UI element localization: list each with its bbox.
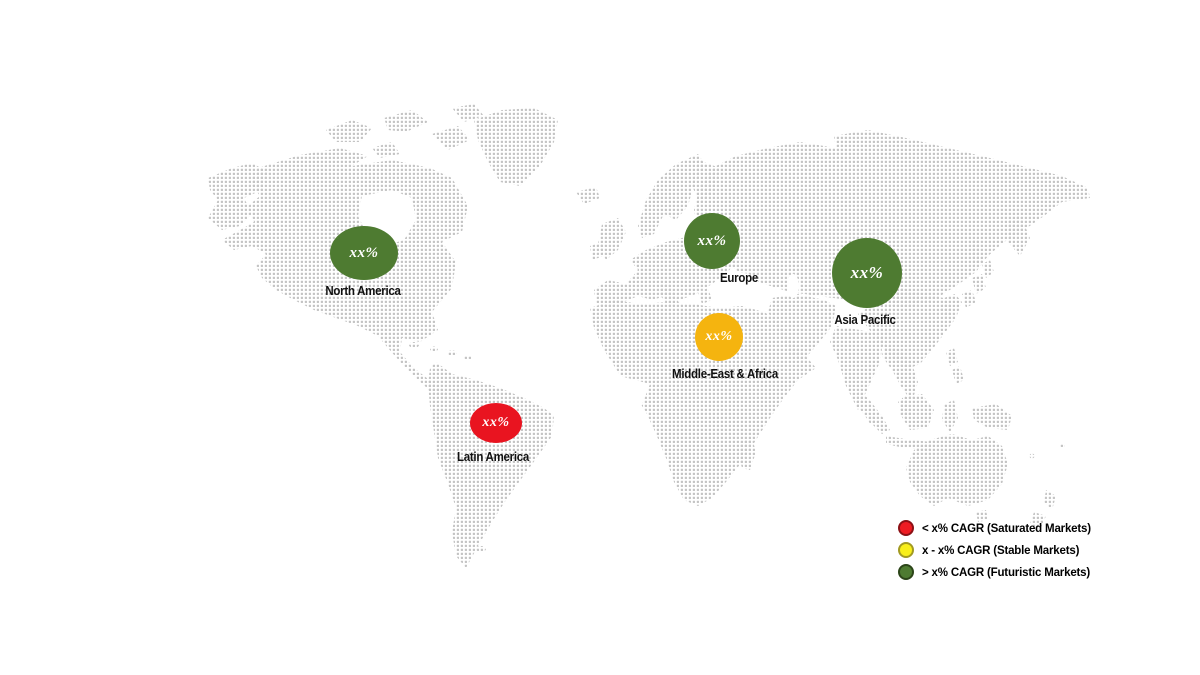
bubble-middle-east-africa-value: xx%	[705, 329, 733, 344]
bubble-north-america-value: xx%	[349, 244, 379, 261]
legend-item-stable: x - x% CAGR (Stable Markets)	[898, 542, 1098, 558]
legend-item-saturated: < x% CAGR (Saturated Markets)	[898, 520, 1098, 536]
label-middle-east-africa: Middle-East & Africa	[672, 367, 778, 381]
legend-label-saturated: < x% CAGR (Saturated Markets)	[922, 521, 1091, 535]
landmass-oceania	[906, 434, 1065, 530]
label-latin-america: Latin America	[456, 450, 530, 464]
bubble-latin-america-value: xx%	[482, 415, 510, 430]
landmass-asia	[694, 130, 1090, 450]
bubble-europe: xx%	[684, 213, 740, 269]
bubble-europe-value: xx%	[697, 232, 727, 249]
legend-swatch-green	[898, 564, 914, 580]
legend-label-futuristic: > x% CAGR (Futuristic Markets)	[922, 565, 1091, 579]
cagr-legend: < x% CAGR (Saturated Markets) x - x% CAG…	[898, 520, 1098, 586]
label-north-america: North America	[325, 284, 401, 298]
landmass-south-america	[428, 362, 554, 568]
black-sea-water	[731, 273, 753, 283]
bubble-asia-pacific: xx%	[832, 238, 902, 308]
legend-swatch-yellow	[898, 542, 914, 558]
bubble-middle-east-africa: xx%	[695, 313, 743, 361]
gulf-of-guinea-water	[578, 366, 650, 410]
legend-swatch-red	[898, 520, 914, 536]
landmass-africa	[590, 300, 816, 506]
legend-label-stable: x - x% CAGR (Stable Markets)	[922, 543, 1080, 557]
caspian-sea-water	[787, 274, 799, 298]
label-asia-pacific: Asia Pacific	[834, 313, 896, 327]
bubble-north-america: xx%	[330, 226, 398, 280]
bubble-latin-america: xx%	[470, 403, 522, 443]
bubble-asia-pacific-value: xx%	[850, 263, 884, 282]
label-europe: Europe	[720, 271, 758, 285]
legend-item-futuristic: > x% CAGR (Futuristic Markets)	[898, 564, 1098, 580]
